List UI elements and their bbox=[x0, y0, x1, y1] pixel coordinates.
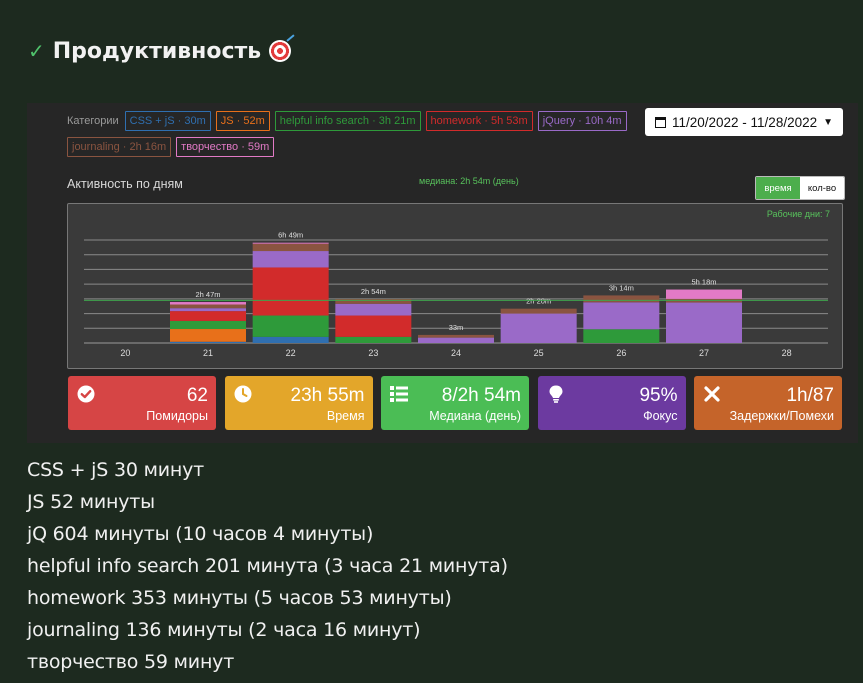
check-icon: ✓ bbox=[28, 39, 45, 63]
date-range-picker[interactable]: 11/20/2022 - 11/28/2022 ▼ bbox=[645, 108, 843, 136]
bar-segment bbox=[252, 336, 329, 343]
bar-segment bbox=[418, 337, 494, 343]
category-chip[interactable]: homework · 5h 53m bbox=[425, 111, 533, 131]
stat-label: Фокус bbox=[643, 409, 678, 423]
toggle-count-button[interactable]: кол-во bbox=[800, 177, 844, 199]
bar-segment bbox=[170, 302, 246, 305]
bar-segment bbox=[335, 336, 412, 343]
stat-value: 95% bbox=[639, 385, 678, 406]
stat-label: Время bbox=[326, 409, 365, 423]
bar-segment bbox=[170, 320, 246, 330]
page-heading: ✓ Продуктивность bbox=[28, 34, 292, 68]
stat-card-median: 8/2h 54m Медиана (день) bbox=[381, 376, 529, 430]
bar-segment bbox=[170, 341, 246, 343]
note-line: творчество 59 минут bbox=[27, 651, 235, 673]
note-line: jQ 604 минуты (10 часов 4 минуты) bbox=[27, 523, 374, 545]
bar-segment bbox=[252, 242, 329, 244]
bar-segment bbox=[170, 311, 246, 321]
bar-segment bbox=[500, 313, 577, 343]
bar-segment bbox=[252, 251, 329, 268]
mode-toggle: время кол-во bbox=[755, 176, 845, 200]
x-tick-label: 21 bbox=[203, 348, 213, 358]
note-line: homework 353 минуты (5 часов 53 минуты) bbox=[27, 587, 452, 609]
bar-segment bbox=[418, 334, 494, 338]
stat-value: 62 bbox=[186, 385, 208, 406]
notes-list: CSS + jS 30 минут JS 52 минуты jQ 604 ми… bbox=[27, 454, 508, 678]
x-tick-label: 22 bbox=[286, 348, 296, 358]
page-title: Продуктивность bbox=[52, 38, 262, 64]
stat-label: Медиана (день) bbox=[429, 409, 521, 423]
x-tick-label: 20 bbox=[120, 348, 130, 358]
bar-segment bbox=[666, 289, 742, 299]
bar-total-label: 2h 20m bbox=[526, 297, 551, 306]
chevron-down-icon: ▼ bbox=[823, 116, 834, 128]
bar-segment bbox=[335, 299, 412, 304]
category-chip[interactable]: JS · 52m bbox=[215, 111, 270, 131]
x-tick-label: 25 bbox=[534, 348, 544, 358]
toggle-time-button[interactable]: время bbox=[756, 177, 800, 199]
stat-label: Задержки/Помехи bbox=[729, 409, 834, 423]
bar-total-label: 6h 49m bbox=[278, 231, 303, 240]
stat-value: 23h 55m bbox=[290, 385, 365, 406]
bar-segment bbox=[583, 329, 660, 343]
category-chip[interactable]: jQuery · 10h 4m bbox=[537, 111, 627, 131]
stat-value: 8/2h 54m bbox=[441, 385, 521, 406]
bar-total-label: 2h 54m bbox=[361, 287, 386, 296]
clock-icon bbox=[234, 385, 251, 403]
stat-cards: 62 Помидоры 23h 55m Время 8/2h 54m Медиа… bbox=[68, 376, 843, 430]
bar-total-label: 5h 18m bbox=[691, 278, 716, 287]
category-chip[interactable]: journaling · 2h 16m bbox=[67, 137, 172, 157]
stat-card-interruptions: 1h/87 Задержки/Помехи bbox=[694, 376, 842, 430]
bar-total-label: 2h 47m bbox=[195, 290, 220, 299]
bar-segment bbox=[335, 303, 412, 316]
stat-card-time: 23h 55m Время bbox=[224, 376, 373, 430]
activity-title: Активность по дням bbox=[67, 177, 183, 191]
x-tick-label: 23 bbox=[368, 348, 378, 358]
bar-segment bbox=[252, 243, 329, 252]
note-line: helpful info search 201 минута (3 часа 2… bbox=[27, 555, 508, 577]
bar-segment bbox=[666, 302, 742, 343]
lightbulb-icon bbox=[549, 385, 562, 403]
note-line: journaling 136 минуты (2 часа 16 минут) bbox=[27, 619, 421, 641]
bar-segment bbox=[335, 315, 412, 337]
date-range-value: 11/20/2022 - 11/28/2022 bbox=[671, 114, 818, 130]
bar-segment bbox=[170, 304, 246, 309]
categories-filter: Категории CSS + jS · 30m JS · 52m helpfu… bbox=[67, 111, 627, 157]
stat-label: Помидоры bbox=[146, 409, 208, 423]
target-icon bbox=[269, 40, 292, 62]
note-line: CSS + jS 30 минут bbox=[27, 459, 204, 481]
chart-canvas: 20 2h 47m 21 6h 49m 22 2h 54m 23 33m 24 2h 20m 25 3… bbox=[84, 231, 828, 358]
bar-segment bbox=[252, 267, 329, 316]
bar-segment bbox=[170, 308, 246, 312]
check-circle-icon bbox=[77, 385, 95, 403]
stat-card-pomodoros: 62 Помидоры bbox=[68, 376, 216, 430]
stat-value: 1h/87 bbox=[786, 385, 834, 406]
activity-chart: 20 2h 47m 21 6h 49m 22 2h 54m 23 33m 24 2h 20m 25 3… bbox=[67, 203, 843, 369]
x-tick-label: 26 bbox=[616, 348, 626, 358]
category-chip[interactable]: творчество · 59m bbox=[176, 137, 275, 157]
x-tick-label: 28 bbox=[782, 348, 792, 358]
bar-total-label: 33m bbox=[449, 323, 464, 332]
categories-label: Категории bbox=[67, 115, 119, 127]
stats-panel: Категории CSS + jS · 30m JS · 52m helpfu… bbox=[27, 103, 858, 443]
calendar-icon bbox=[654, 116, 666, 128]
x-tick-label: 24 bbox=[451, 348, 461, 358]
bar-segment bbox=[583, 295, 660, 303]
median-label: медиана: 2h 54m (день) bbox=[419, 176, 519, 186]
stat-card-focus: 95% Фокус bbox=[537, 376, 686, 430]
list-icon bbox=[390, 386, 408, 402]
bar-segment bbox=[583, 302, 660, 330]
bar-total-label: 3h 14m bbox=[609, 283, 634, 292]
bar-segment bbox=[170, 329, 246, 342]
workdays-label: Рабочие дни: 7 bbox=[766, 209, 830, 219]
note-line: JS 52 минуты bbox=[27, 491, 155, 513]
category-chip[interactable]: CSS + jS · 30m bbox=[124, 111, 211, 131]
bar-segment bbox=[252, 315, 329, 337]
x-tick-label: 27 bbox=[699, 348, 709, 358]
bar-segment bbox=[500, 308, 577, 314]
close-icon bbox=[704, 386, 720, 402]
category-chip[interactable]: helpful info search · 3h 21m bbox=[274, 111, 421, 131]
